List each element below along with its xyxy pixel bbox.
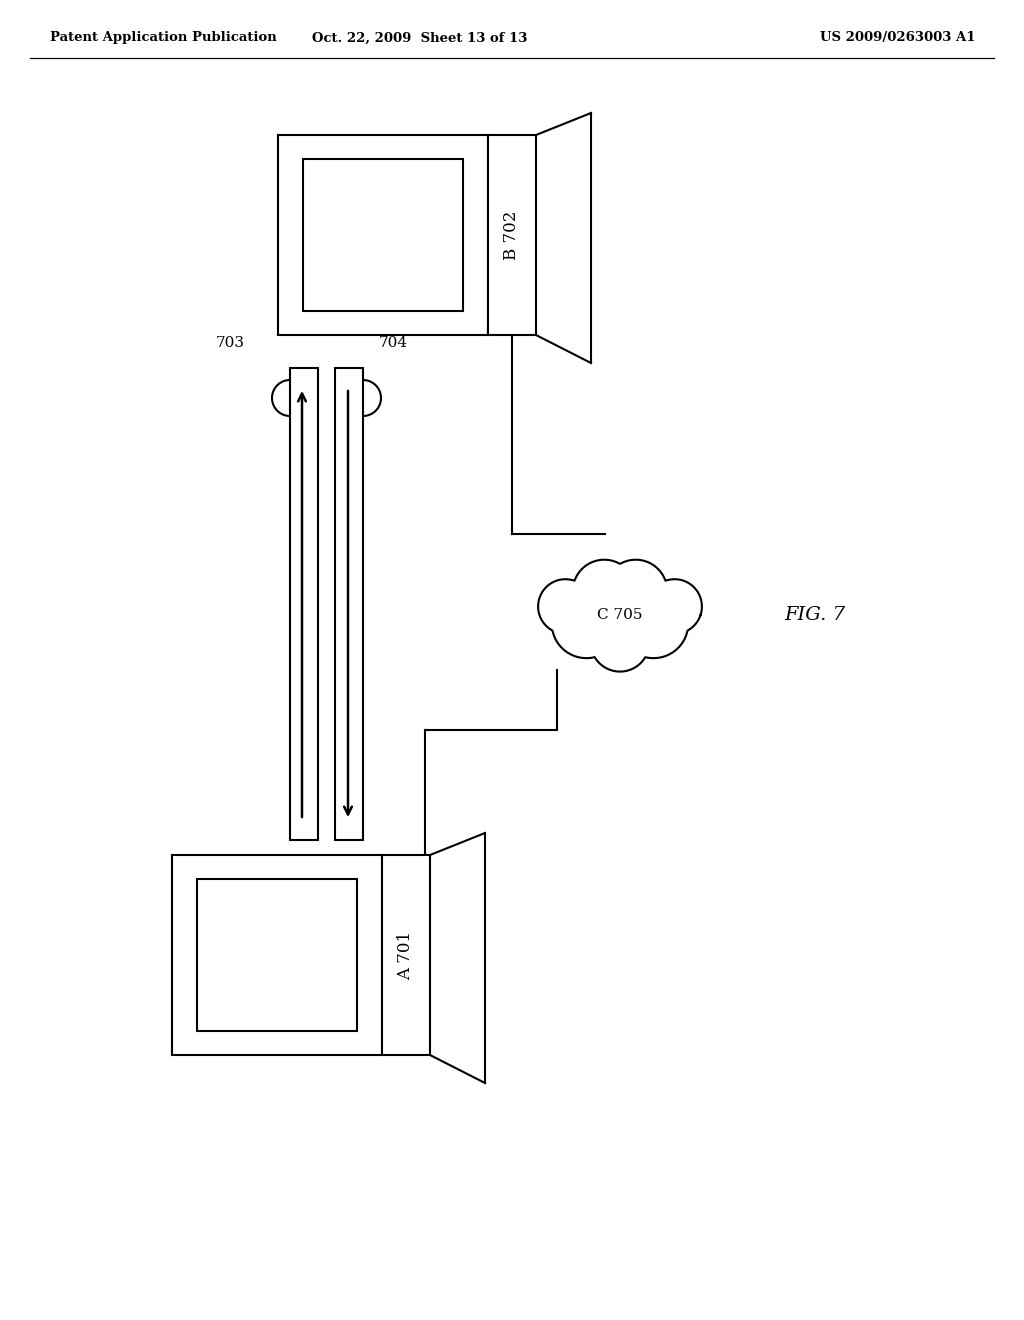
Bar (303, 158, 463, 312)
Bar (172, 855, 382, 1055)
Text: US 2009/0263003 A1: US 2009/0263003 A1 (819, 32, 975, 45)
Text: FIG. 7: FIG. 7 (784, 606, 846, 624)
Bar (335, 368, 362, 840)
Polygon shape (538, 560, 701, 672)
Text: 704: 704 (379, 337, 408, 350)
Bar (488, 135, 536, 335)
Bar (382, 855, 430, 1055)
Bar (198, 879, 356, 1031)
Text: B 702: B 702 (504, 210, 520, 260)
Text: A 701: A 701 (397, 931, 415, 979)
Text: Patent Application Publication: Patent Application Publication (50, 32, 276, 45)
Text: Oct. 22, 2009  Sheet 13 of 13: Oct. 22, 2009 Sheet 13 of 13 (312, 32, 527, 45)
Text: C 705: C 705 (597, 609, 643, 622)
Bar (278, 135, 488, 335)
Text: 703: 703 (215, 337, 245, 350)
Bar (290, 368, 318, 840)
